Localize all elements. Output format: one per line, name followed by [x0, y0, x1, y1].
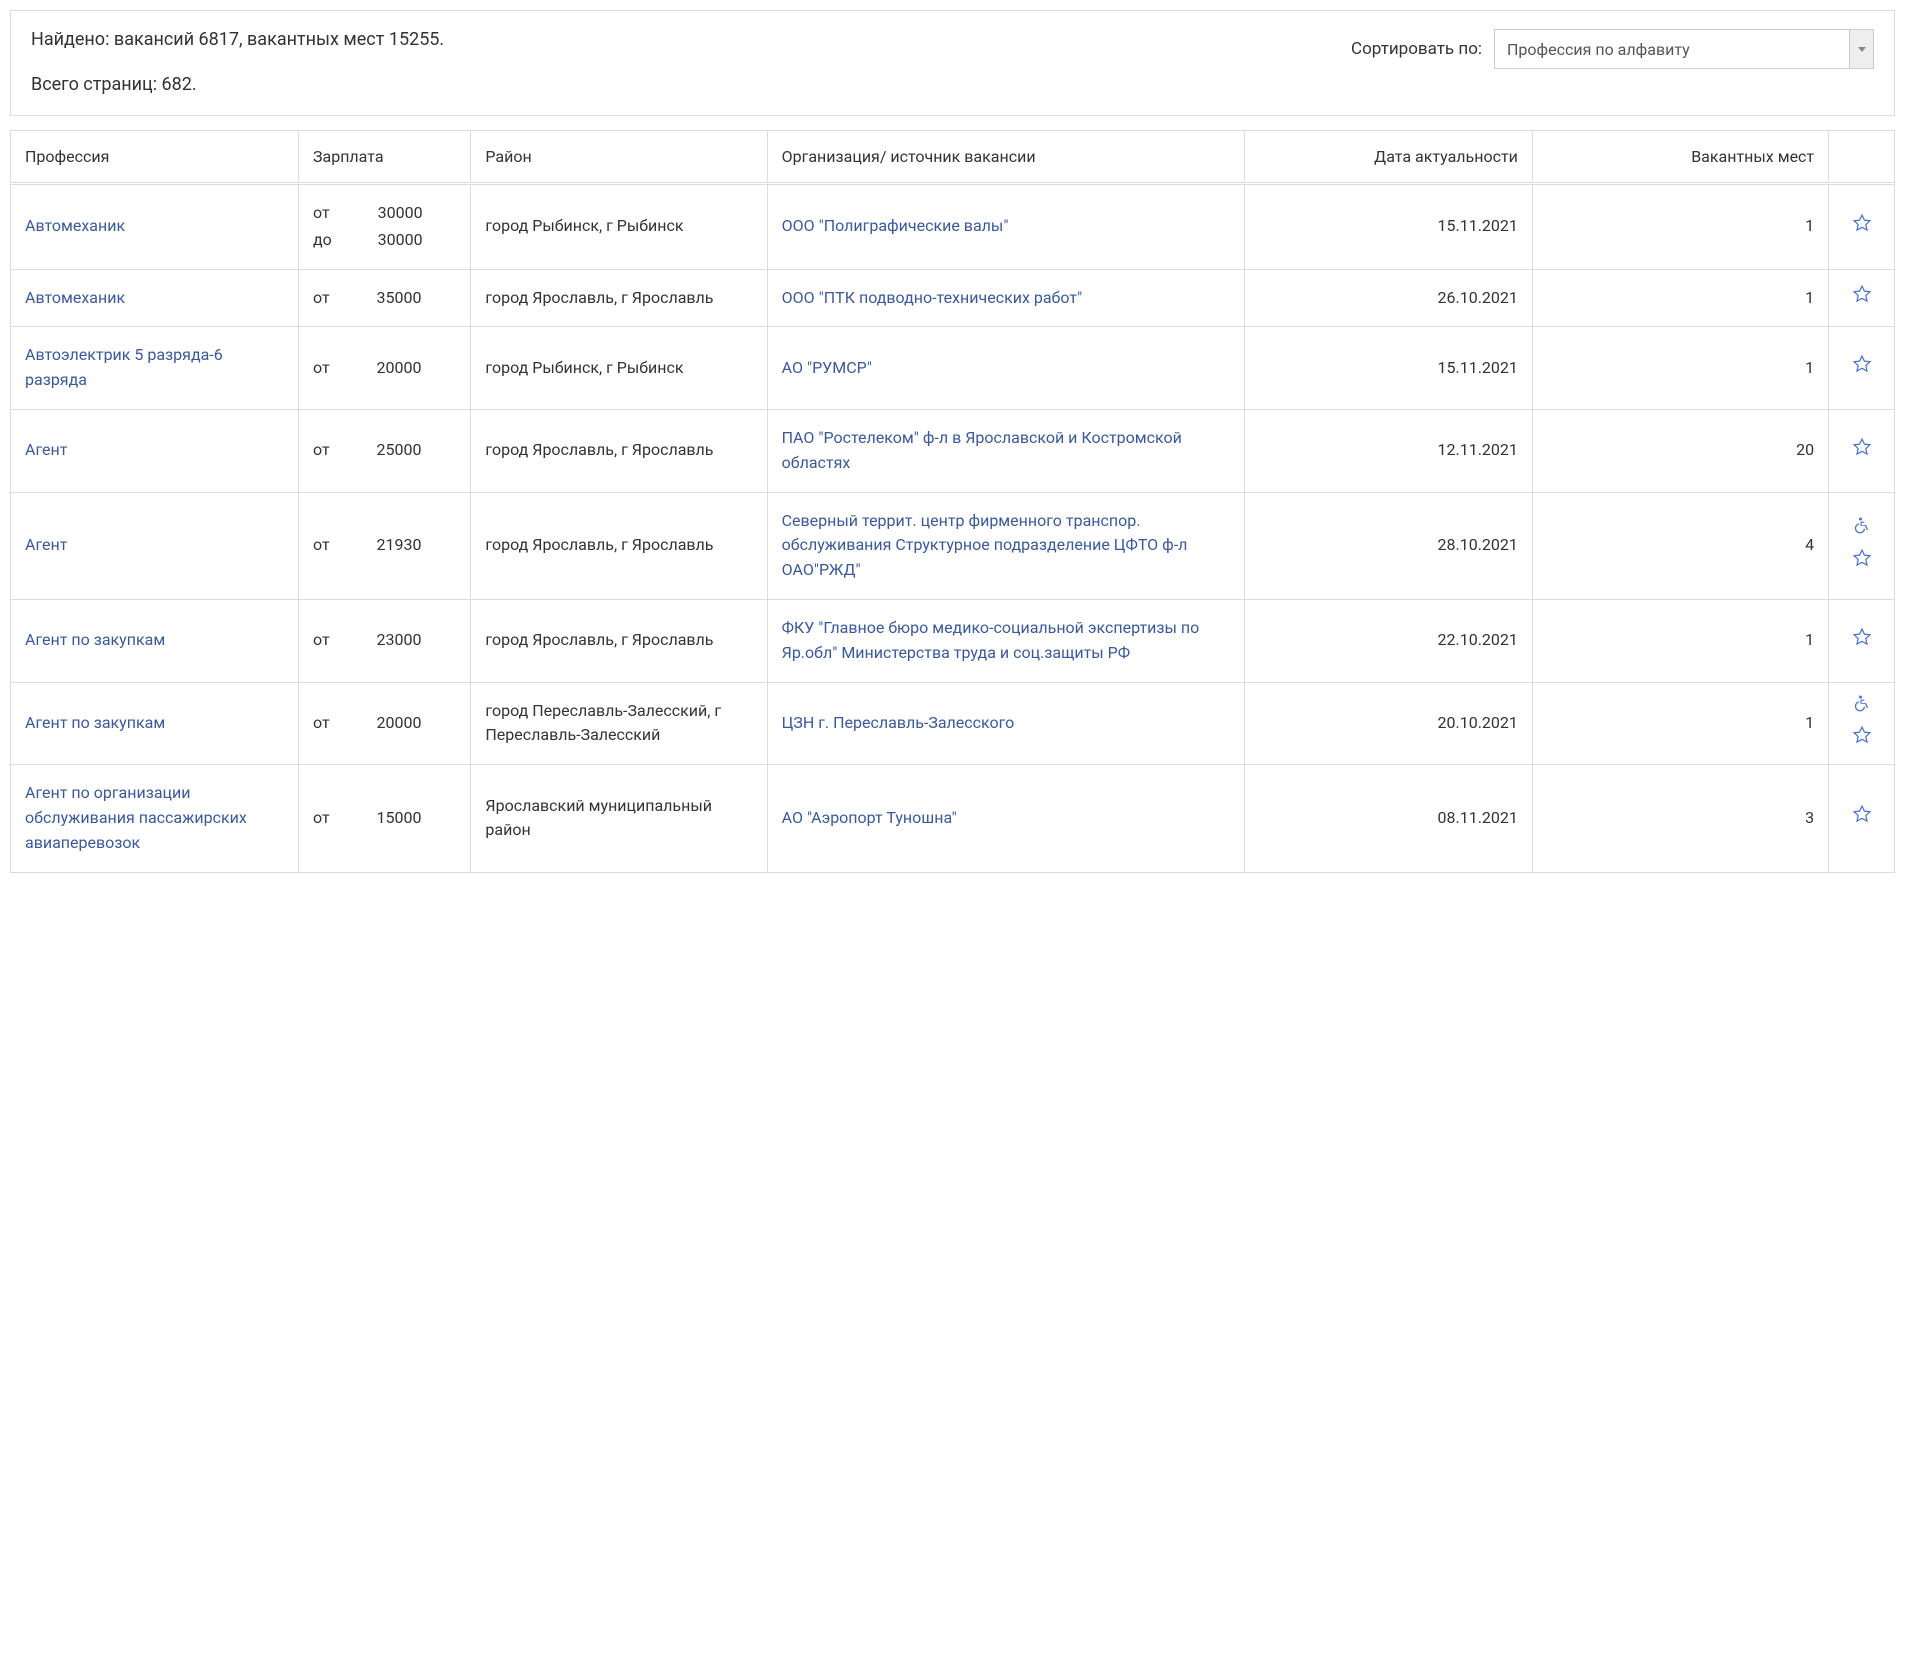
profession-link[interactable]: Агент по закупкам: [25, 713, 165, 732]
pages-count-text: Всего страниц: 682.: [31, 74, 444, 95]
icons-cell: [1829, 184, 1895, 270]
organization-link[interactable]: ООО "ПТК подводно-технических работ": [782, 288, 1083, 307]
table-row: Автомеханик от35000город Ярославль, г Яро…: [11, 269, 1895, 327]
date-cell: 08.11.2021: [1244, 765, 1532, 872]
table-row: Агент по закупкам от20000город Переславль…: [11, 682, 1895, 765]
icons-cell: [1829, 492, 1895, 599]
salary-cell: от30000до30000: [299, 184, 471, 270]
organization-link[interactable]: Северный террит. центр фирменного трансп…: [782, 511, 1188, 580]
col-salary[interactable]: Зарплата: [299, 131, 471, 184]
favorite-star-icon[interactable]: [1852, 437, 1872, 465]
vacancies-cell: 4: [1532, 492, 1828, 599]
favorite-star-icon[interactable]: [1852, 548, 1872, 576]
region-cell: город Ярославль, г Ярославль: [471, 492, 767, 599]
date-cell: 28.10.2021: [1244, 492, 1532, 599]
profession-link[interactable]: Агент по организации обслуживания пассаж…: [25, 783, 247, 852]
organization-link[interactable]: ФКУ "Главное бюро медико-социальной эксп…: [782, 618, 1200, 662]
region-cell: город Ярославль, г Ярославль: [471, 599, 767, 682]
region-cell: город Ярославль, г Ярославль: [471, 409, 767, 492]
date-cell: 20.10.2021: [1244, 682, 1532, 765]
col-region[interactable]: Район: [471, 131, 767, 184]
region-cell: город Рыбинск, г Рыбинск: [471, 327, 767, 410]
icons-cell: [1829, 327, 1895, 410]
vacancies-cell: 1: [1532, 599, 1828, 682]
favorite-star-icon[interactable]: [1852, 284, 1872, 312]
date-cell: 12.11.2021: [1244, 409, 1532, 492]
favorite-star-icon[interactable]: [1852, 804, 1872, 832]
vacancies-cell: 3: [1532, 765, 1828, 872]
table-row: Агент от21930город Ярославль, г Ярославль…: [11, 492, 1895, 599]
icons-cell: [1829, 765, 1895, 872]
date-cell: 15.11.2021: [1244, 184, 1532, 270]
vacancies-cell: 1: [1532, 682, 1828, 765]
favorite-star-icon[interactable]: [1852, 213, 1872, 241]
date-cell: 26.10.2021: [1244, 269, 1532, 327]
date-cell: 22.10.2021: [1244, 599, 1532, 682]
date-cell: 15.11.2021: [1244, 327, 1532, 410]
salary-cell: от23000: [299, 599, 471, 682]
favorite-star-icon[interactable]: [1852, 725, 1872, 753]
region-cell: Ярославский муниципальный район: [471, 765, 767, 872]
salary-cell: от20000: [299, 327, 471, 410]
col-date[interactable]: Дата актуальности: [1244, 131, 1532, 184]
chevron-down-icon: [1849, 30, 1873, 68]
profession-link[interactable]: Агент: [25, 535, 67, 554]
organization-link[interactable]: АО "Аэропорт Туношна": [782, 808, 957, 827]
table-row: Автоэлектрик 5 разряда-6 разряда от20000г…: [11, 327, 1895, 410]
results-header: Найдено: вакансий 6817, вакантных мест 1…: [10, 10, 1895, 116]
sort-control: Сортировать по: Профессия по алфавиту: [1351, 29, 1874, 69]
col-vacancies[interactable]: Вакантных мест: [1532, 131, 1828, 184]
vacancies-table: Профессия Зарплата Район Организация/ ис…: [10, 130, 1895, 873]
results-summary: Найдено: вакансий 6817, вакантных мест 1…: [31, 29, 444, 95]
salary-cell: от15000: [299, 765, 471, 872]
profession-link[interactable]: Автомеханик: [25, 288, 125, 307]
organization-link[interactable]: ПАО "Ростелеком" ф-л в Ярославской и Кос…: [782, 428, 1182, 472]
organization-link[interactable]: ЦЗН г. Переславль-Залесского: [782, 713, 1015, 732]
sort-label: Сортировать по:: [1351, 39, 1482, 59]
table-row: Агент по организации обслуживания пассаж…: [11, 765, 1895, 872]
icons-cell: [1829, 682, 1895, 765]
vacancies-cell: 20: [1532, 409, 1828, 492]
profession-link[interactable]: Автоэлектрик 5 разряда-6 разряда: [25, 345, 223, 389]
region-cell: город Ярославль, г Ярославль: [471, 269, 767, 327]
icons-cell: [1829, 599, 1895, 682]
salary-cell: от20000: [299, 682, 471, 765]
col-org[interactable]: Организация/ источник вакансии: [767, 131, 1244, 184]
accessibility-icon: [1853, 516, 1871, 542]
icons-cell: [1829, 409, 1895, 492]
table-row: Агент от25000город Ярославль, г Ярославль…: [11, 409, 1895, 492]
region-cell: город Переславль-Залесский, г Переславль…: [471, 682, 767, 765]
table-row: Агент по закупкам от23000город Ярославль,…: [11, 599, 1895, 682]
profession-link[interactable]: Агент по закупкам: [25, 630, 165, 649]
organization-link[interactable]: АО "РУМСР": [782, 358, 872, 377]
accessibility-icon: [1853, 694, 1871, 720]
col-icons: [1829, 131, 1895, 184]
sort-select[interactable]: Профессия по алфавиту: [1494, 29, 1874, 69]
organization-link[interactable]: ООО "Полиграфические валы": [782, 216, 1009, 235]
table-row: Автомеханик от30000до30000город Рыбинск, …: [11, 184, 1895, 270]
vacancies-cell: 1: [1532, 327, 1828, 410]
profession-link[interactable]: Агент: [25, 440, 67, 459]
table-header-row: Профессия Зарплата Район Организация/ ис…: [11, 131, 1895, 184]
favorite-star-icon[interactable]: [1852, 354, 1872, 382]
vacancies-cell: 1: [1532, 269, 1828, 327]
salary-cell: от35000: [299, 269, 471, 327]
region-cell: город Рыбинск, г Рыбинск: [471, 184, 767, 270]
sort-selected-value: Профессия по алфавиту: [1507, 40, 1690, 59]
profession-link[interactable]: Автомеханик: [25, 216, 125, 235]
salary-cell: от25000: [299, 409, 471, 492]
favorite-star-icon[interactable]: [1852, 627, 1872, 655]
salary-cell: от21930: [299, 492, 471, 599]
col-profession[interactable]: Профессия: [11, 131, 299, 184]
icons-cell: [1829, 269, 1895, 327]
vacancies-cell: 1: [1532, 184, 1828, 270]
found-count-text: Найдено: вакансий 6817, вакантных мест 1…: [31, 29, 444, 50]
